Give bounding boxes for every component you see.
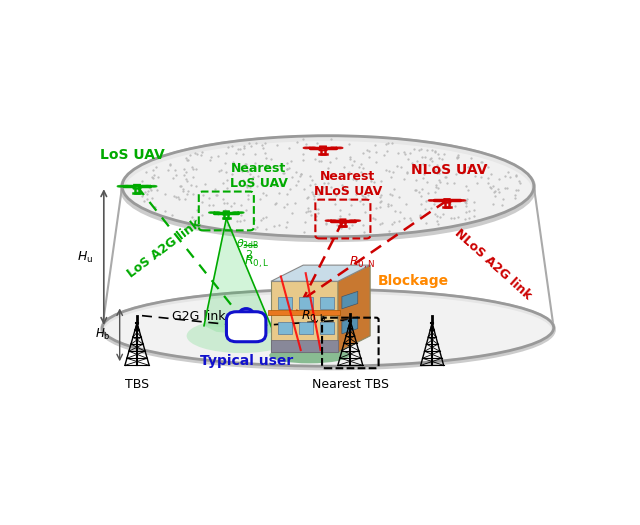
Polygon shape [342,317,358,334]
Text: $H_\mathrm{u}$: $H_\mathrm{u}$ [77,249,93,265]
Polygon shape [319,146,327,151]
Text: Nearest
LoS UAV: Nearest LoS UAV [230,162,287,191]
Ellipse shape [144,185,150,187]
Ellipse shape [446,201,448,203]
Text: NLoS UAV: NLoS UAV [412,163,488,177]
Text: Nearest TBS: Nearest TBS [312,379,389,391]
Text: $\theta_{3\mathrm{dB}}$: $\theta_{3\mathrm{dB}}$ [236,237,260,250]
Ellipse shape [122,136,534,237]
Bar [271,340,338,352]
Ellipse shape [460,200,466,201]
Text: Typical user: Typical user [200,354,292,368]
Bar [278,297,292,309]
Text: Blockage: Blockage [378,274,449,288]
Ellipse shape [310,147,316,149]
Ellipse shape [428,200,435,201]
Ellipse shape [232,212,238,213]
Ellipse shape [102,289,554,366]
Text: LoS A2G link: LoS A2G link [125,217,204,281]
Circle shape [354,220,356,222]
Text: $R_{0,\mathrm{L}}$: $R_{0,\mathrm{L}}$ [244,254,269,270]
Ellipse shape [225,213,227,215]
Ellipse shape [187,319,296,353]
Ellipse shape [325,220,331,222]
Circle shape [335,147,337,149]
Ellipse shape [124,185,130,187]
Text: $H_\mathrm{b}$: $H_\mathrm{b}$ [95,327,111,342]
Bar [300,322,313,334]
Bar [278,322,292,334]
Polygon shape [342,291,358,309]
Ellipse shape [269,347,349,363]
Circle shape [150,185,151,187]
FancyBboxPatch shape [227,312,266,342]
Ellipse shape [322,149,324,150]
Ellipse shape [136,187,138,188]
Circle shape [123,185,125,187]
Ellipse shape [238,212,244,213]
Text: Nearest
NLoS UAV: Nearest NLoS UAV [314,171,382,198]
Ellipse shape [117,185,124,187]
Bar [320,297,334,309]
Polygon shape [338,265,370,352]
Text: TBS: TBS [125,379,149,391]
Ellipse shape [303,147,310,149]
Bar [320,322,334,334]
Polygon shape [204,326,273,336]
Ellipse shape [214,212,220,213]
Circle shape [239,309,253,320]
Circle shape [214,212,215,213]
Polygon shape [133,185,141,189]
Ellipse shape [355,220,360,222]
Circle shape [308,147,310,149]
Polygon shape [223,211,230,215]
Ellipse shape [454,200,460,201]
Polygon shape [204,218,273,332]
Text: 2: 2 [245,250,252,260]
Ellipse shape [349,220,355,222]
Ellipse shape [435,200,440,201]
Ellipse shape [342,221,344,223]
Text: LoS UAV: LoS UAV [100,148,164,162]
Text: NLoS A2G link: NLoS A2G link [452,226,534,302]
Polygon shape [339,219,346,223]
Ellipse shape [331,220,337,222]
Polygon shape [444,199,451,203]
Bar [269,310,340,315]
Circle shape [330,220,332,222]
Ellipse shape [209,212,214,213]
Ellipse shape [150,185,157,187]
Circle shape [459,200,461,201]
Text: $R_{0,\mathrm{b}}$: $R_{0,\mathrm{b}}$ [301,308,326,324]
Text: $R_{0,\mathrm{N}}$: $R_{0,\mathrm{N}}$ [349,255,375,271]
Circle shape [433,200,435,201]
Bar [300,297,313,309]
Polygon shape [271,265,370,281]
Ellipse shape [330,147,337,149]
Text: G2G link: G2G link [172,310,226,323]
Polygon shape [271,281,338,352]
Circle shape [237,212,239,213]
Text: $O$: $O$ [273,322,287,338]
Ellipse shape [337,147,343,149]
